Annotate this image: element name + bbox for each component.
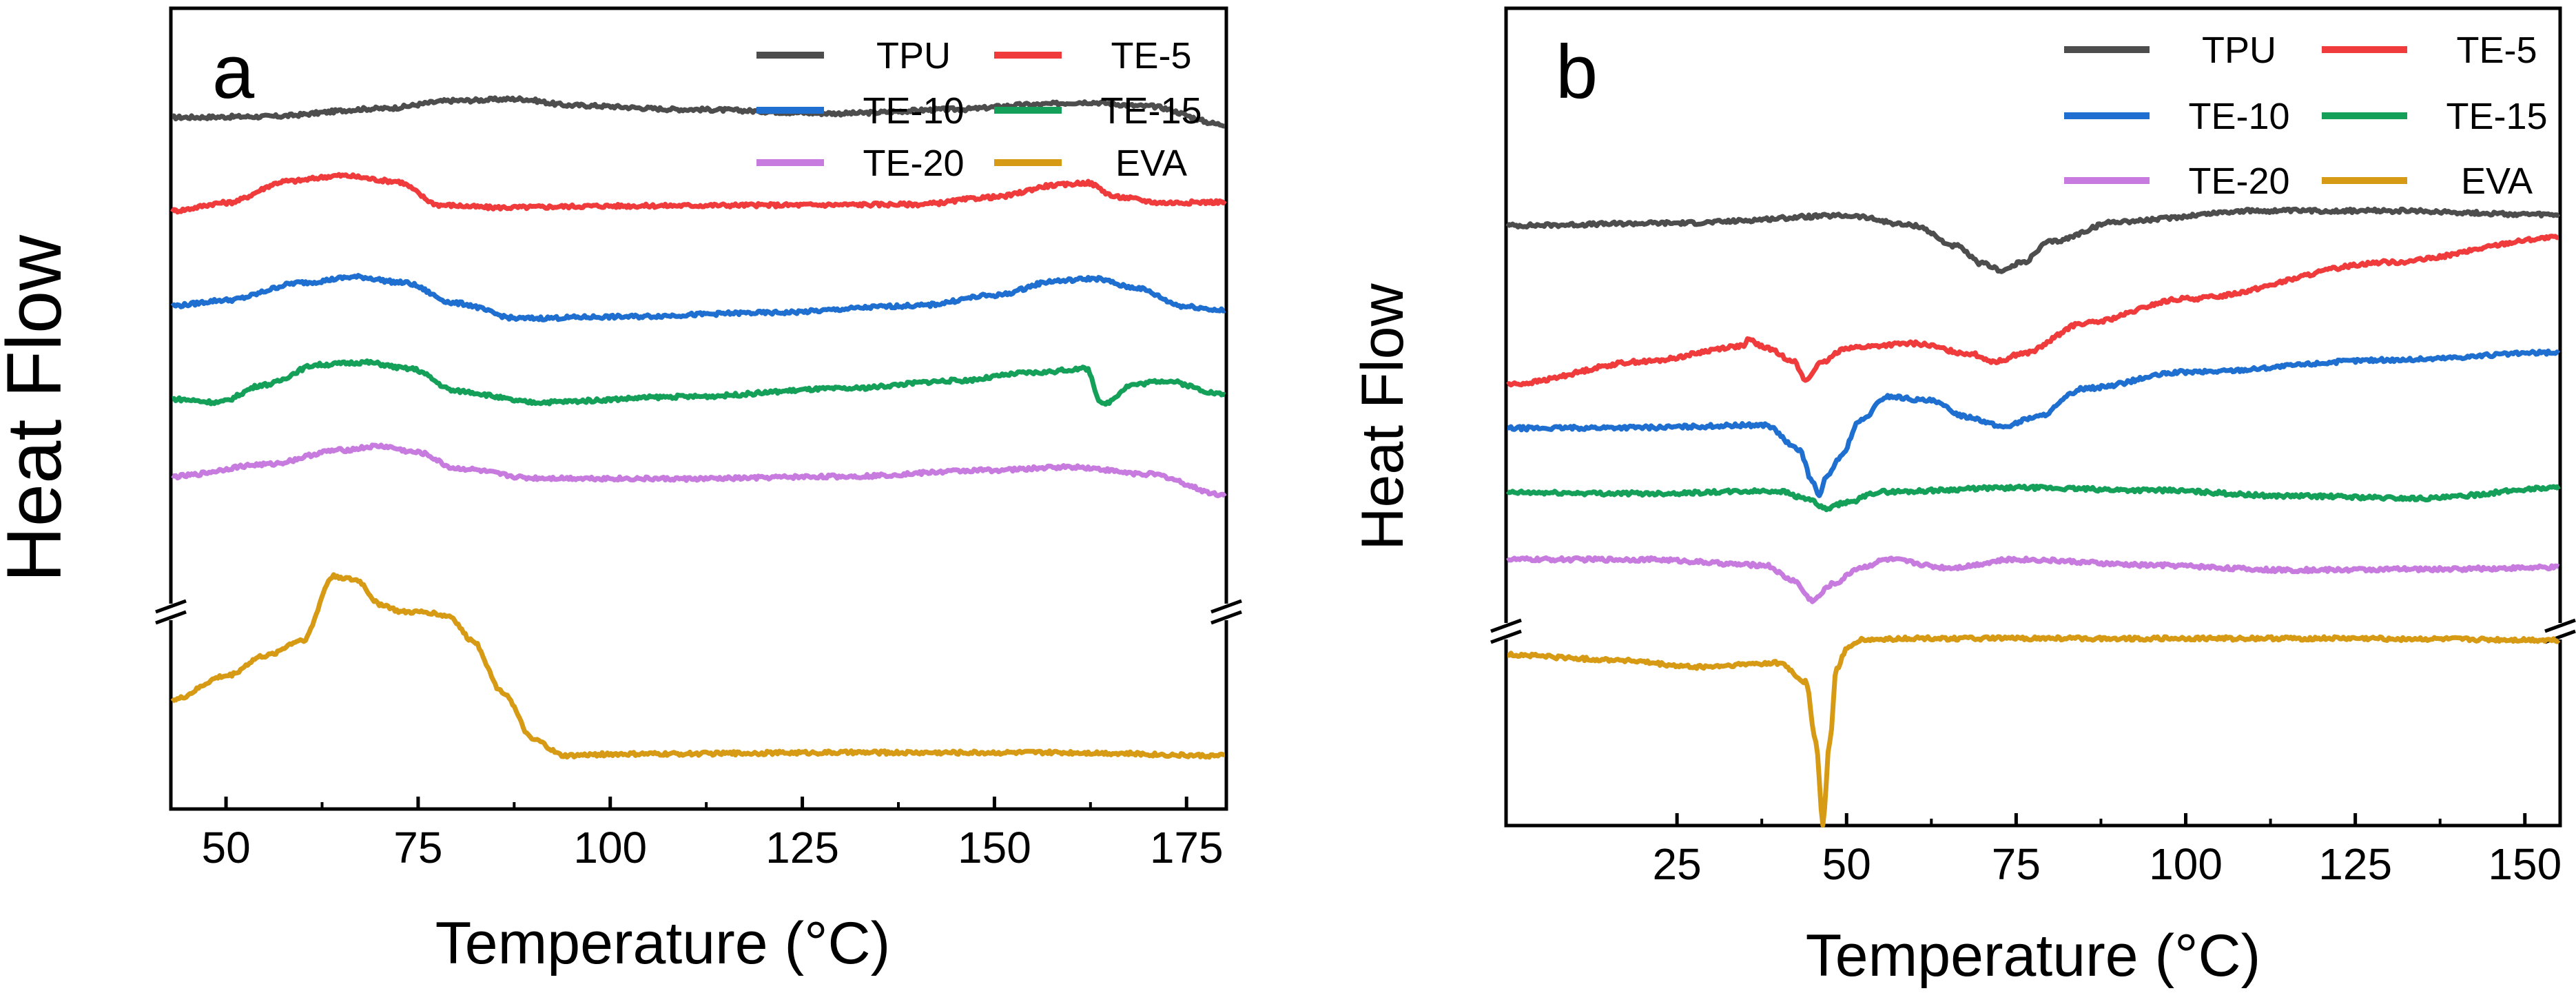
panel-b-x-tick-label: 25	[1653, 839, 1702, 889]
legend-label-te-5: TE-5	[2456, 30, 2537, 71]
legend-label-te-20: TE-20	[863, 143, 964, 184]
panel-b-break-mark	[2544, 618, 2576, 633]
legend-label-te-15: TE-15	[2446, 96, 2547, 137]
panel-a-x-tick-label: 50	[201, 823, 250, 872]
panel-a-x-tick-label: 100	[573, 823, 647, 872]
panel-a-legend: TPU TE-5 TE-10 TE-15 TE-20 EVA	[756, 35, 1202, 184]
panel-a-break-mark	[155, 599, 187, 614]
panel-b-x-tick-label: 150	[2488, 839, 2562, 889]
panel-b-frame	[1504, 6, 2562, 828]
panel-a-x-axis-label: Temperature (°C)	[435, 910, 890, 976]
legend-label-tpu: TPU	[876, 35, 951, 76]
panel-b-break-mark	[1490, 629, 1522, 644]
legend-label-te-10: TE-10	[863, 90, 964, 132]
panel-a-axis-break	[155, 599, 1242, 625]
panel-b: b Heat Flow Temperature (°C) 25 50 75 100 12…	[1350, 6, 2576, 989]
series-line-tpu	[172, 95, 1226, 129]
panel-a-plot-area	[170, 95, 1227, 760]
panel-b-x-ticks: 25 50 75 100 125 150	[1653, 813, 2562, 889]
legend-label-tpu: TPU	[2202, 30, 2276, 71]
panel-b-legend: TPU TE-5 TE-10 TE-15 TE-20 EVA	[2064, 30, 2548, 202]
series-line-te-20	[1506, 555, 2560, 604]
panel-a-x-tick-label: 150	[958, 823, 1031, 872]
panel-a-break-mark	[1210, 599, 1242, 614]
panel-b-label: b	[1556, 30, 1598, 114]
series-line-eva	[170, 572, 1226, 760]
panel-a-x-tick-label: 175	[1150, 823, 1224, 872]
panel-b-x-tick-label: 100	[2149, 839, 2223, 889]
series-line-te-10	[170, 273, 1226, 323]
panel-b-x-tick-label: 50	[1822, 839, 1871, 889]
panel-a-break-mark	[1210, 610, 1242, 625]
panel-a: a Heat Flow Temperature (°C) 50 75 100 125 1…	[0, 6, 1242, 976]
panel-a-y-axis-label: Heat Flow	[0, 234, 77, 582]
series-line-te-15	[1505, 483, 2561, 513]
panel-b-break-mark	[1490, 618, 1522, 633]
legend-label-te-10: TE-10	[2188, 96, 2289, 137]
panel-b-x-tick-label: 125	[2318, 839, 2392, 889]
panel-b-x-axis-label: Temperature (°C)	[1806, 923, 2260, 989]
panel-a-x-ticks: 50 75 100 125 150 175	[201, 797, 1224, 872]
legend-label-te-5: TE-5	[1111, 35, 1191, 76]
panel-a-x-tick-label: 125	[765, 823, 839, 872]
series-line-eva	[1507, 634, 2561, 828]
panel-a-x-tick-label: 75	[393, 823, 442, 872]
panel-a-label: a	[212, 30, 255, 114]
series-line-tpu	[1505, 206, 2561, 274]
legend-label-eva: EVA	[1115, 143, 1187, 184]
panel-a-frame	[169, 6, 1228, 811]
legend-label-te-20: TE-20	[2188, 161, 2289, 202]
series-line-te-5	[1506, 234, 2559, 388]
panel-a-break-mark	[155, 610, 187, 625]
panel-b-x-tick-label: 75	[1992, 839, 2041, 889]
series-line-te-20	[171, 442, 1227, 498]
series-line-te-5	[170, 172, 1227, 215]
legend-label-te-15: TE-15	[1100, 90, 1202, 132]
panel-b-plot-area	[1505, 206, 2561, 828]
series-line-te-10	[1507, 348, 2561, 498]
series-line-te-15	[172, 358, 1226, 407]
panel-b-y-axis-label: Heat Flow	[1350, 283, 1416, 551]
legend-label-eva: EVA	[2461, 161, 2533, 202]
